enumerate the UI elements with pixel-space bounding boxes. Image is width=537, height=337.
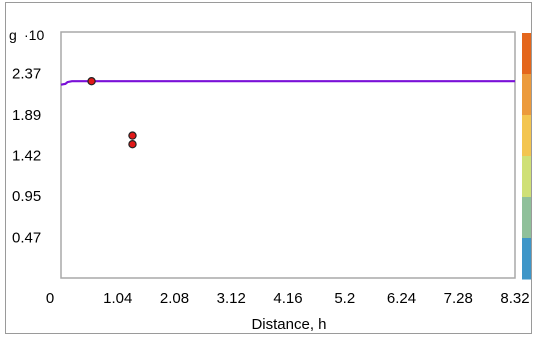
data-point xyxy=(87,76,96,86)
y-tick-label: 0.47 xyxy=(12,229,41,246)
x-tick-label: 7.28 xyxy=(444,290,473,307)
chart-frame: 0.47 0.95 1.42 1.89 2.37 0 1.04 2.08 3.12 4.16 5.… xyxy=(5,2,532,334)
x-tick-label: 8.32 xyxy=(500,290,529,307)
x-tick-label: 3.12 xyxy=(217,290,246,307)
colorbar-segment xyxy=(522,156,531,198)
data-series xyxy=(60,76,515,149)
x-tick-label: 6.24 xyxy=(387,290,416,307)
plot-area-border xyxy=(60,31,516,279)
x-tick-label: 2.08 xyxy=(160,290,189,307)
colorbar xyxy=(522,33,531,280)
colorbar-segment xyxy=(522,74,531,116)
data-point xyxy=(128,131,137,140)
x-tick-label: 4.16 xyxy=(273,290,302,307)
x-tick-label: 1.04 xyxy=(103,290,132,307)
colorbar-segment xyxy=(522,238,531,280)
x-tick-label: 0 xyxy=(46,290,54,307)
y-axis-multiplier: ·10 xyxy=(24,27,44,43)
x-axis-label: Distance, h xyxy=(251,316,326,333)
variogram-chart: 0.47 0.95 1.42 1.89 2.37 0 1.04 2.08 3.12 4.16 5.… xyxy=(9,27,531,333)
x-tick-label: 5.2 xyxy=(334,290,355,307)
colorbar-segment xyxy=(522,115,531,157)
colorbar-segment xyxy=(522,197,531,239)
y-axis-label: g xyxy=(9,27,17,43)
y-tick-labels: 0.47 0.95 1.42 1.89 2.37 xyxy=(12,65,41,246)
y-tick-label: 2.37 xyxy=(12,65,41,82)
y-tick-label: 0.95 xyxy=(12,188,41,205)
data-point xyxy=(128,140,137,149)
y-tick-label: 1.89 xyxy=(12,107,41,124)
y-tick-label: 1.42 xyxy=(12,147,41,164)
plot-axes xyxy=(60,31,516,279)
model-line xyxy=(60,80,515,86)
x-tick-labels: 0 1.04 2.08 3.12 4.16 5.2 6.24 7.28 8.32 xyxy=(46,290,530,307)
colorbar-segment xyxy=(522,33,531,75)
